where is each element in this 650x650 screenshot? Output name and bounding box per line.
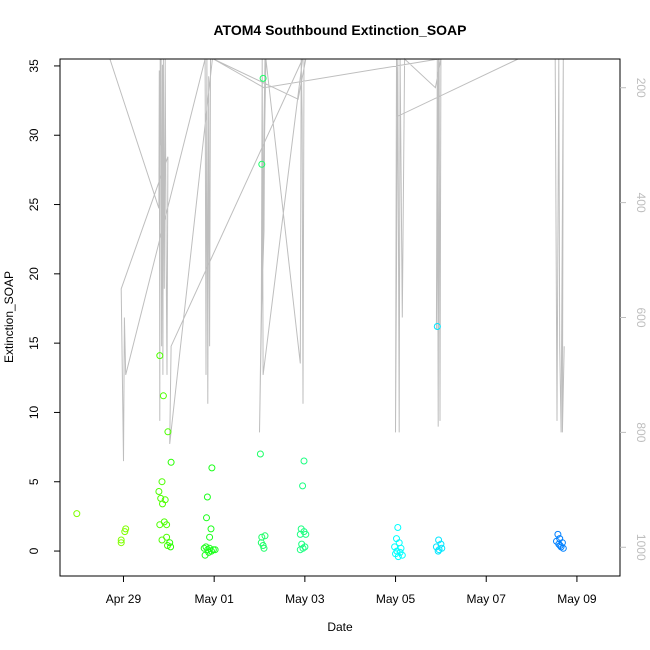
data-point	[259, 74, 267, 82]
x-tick-label: May 09	[557, 592, 597, 606]
y-tick-label: 10	[27, 405, 41, 419]
data-point	[394, 553, 402, 561]
y-axis-label: Extinction_SOAP	[2, 271, 16, 363]
data-point	[260, 544, 268, 552]
data-point	[261, 532, 269, 540]
altitude-track	[109, 57, 565, 462]
data-point	[166, 539, 174, 547]
data-point	[299, 482, 307, 490]
x-tick-label: Apr 29	[106, 592, 142, 606]
data-point	[156, 352, 164, 360]
y-tick-label: 0	[27, 547, 41, 554]
data-point	[117, 536, 125, 544]
scatter-points	[73, 74, 567, 561]
x-axis: Apr 29 May 01 May 03 May 05 May 07 May 09	[106, 576, 597, 606]
data-point	[206, 533, 214, 541]
data-point	[554, 530, 562, 538]
data-point	[163, 533, 171, 541]
data-point	[211, 546, 219, 554]
data-point	[556, 542, 564, 549]
right-tick-label: 800	[634, 422, 648, 442]
data-point	[302, 530, 310, 538]
data-point	[208, 464, 216, 472]
x-tick-label: May 05	[376, 592, 416, 606]
data-point	[117, 539, 125, 547]
x-tick-label: May 01	[194, 592, 234, 606]
data-point	[296, 546, 304, 554]
y-tick-label: 35	[27, 59, 41, 73]
x-tick-label: May 03	[285, 592, 325, 606]
y-tick-label: 20	[27, 267, 41, 281]
x-axis-label: Date	[327, 620, 353, 634]
y-tick-label: 5	[27, 478, 41, 485]
data-point	[205, 548, 213, 556]
data-point	[300, 457, 308, 465]
right-tick-label: 600	[634, 307, 648, 327]
data-point	[435, 536, 443, 544]
data-point	[156, 521, 164, 529]
data-point	[167, 458, 175, 466]
data-point	[258, 160, 266, 168]
data-point	[163, 521, 171, 529]
data-point	[433, 323, 441, 330]
data-point	[398, 551, 406, 559]
data-point	[167, 543, 175, 551]
data-point	[203, 514, 210, 522]
y-tick-label: 25	[27, 198, 41, 212]
right-axis: 200 400 600 800 1000	[620, 78, 648, 561]
data-point	[434, 547, 442, 555]
data-point	[391, 543, 399, 551]
data-point	[121, 528, 129, 536]
y-tick-label: 15	[27, 336, 41, 350]
data-point	[394, 524, 402, 531]
y-axis: 0 5 10 15 20 25 30 35	[27, 59, 60, 554]
data-point	[155, 488, 163, 495]
data-point	[256, 450, 264, 458]
data-point	[203, 493, 211, 501]
data-point	[164, 428, 172, 436]
data-point	[200, 544, 208, 552]
data-point	[207, 525, 215, 533]
plot-frame	[59, 58, 621, 577]
right-tick-label: 400	[634, 193, 648, 213]
data-point	[73, 510, 81, 518]
right-tick-label: 200	[634, 78, 648, 98]
y-tick-label: 30	[27, 128, 41, 142]
x-tick-label: May 07	[467, 592, 507, 606]
altitude-line	[109, 57, 565, 462]
right-tick-label: 1000	[634, 534, 648, 561]
data-point	[159, 500, 166, 508]
data-point	[158, 478, 166, 486]
chart-title: ATOM4 Southbound Extinction_SOAP	[213, 22, 466, 38]
data-point	[159, 392, 167, 400]
